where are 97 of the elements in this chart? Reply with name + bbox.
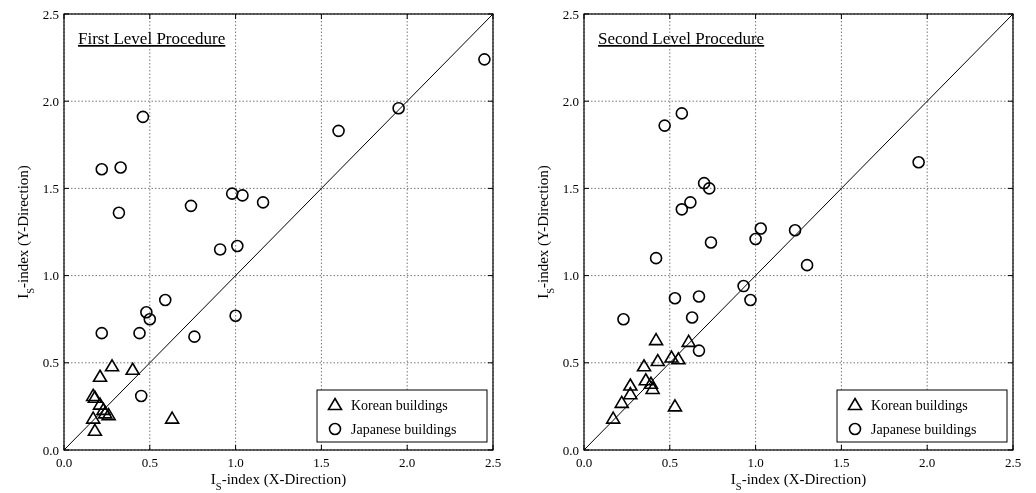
point	[134, 389, 148, 403]
point	[668, 291, 682, 305]
point	[788, 223, 802, 237]
point	[643, 376, 659, 390]
y-tick-label: 1.5	[562, 180, 579, 196]
point	[140, 305, 153, 319]
text: Second Level Procedure	[598, 29, 765, 48]
point	[648, 332, 664, 346]
point	[332, 124, 345, 138]
point	[97, 406, 113, 419]
point	[692, 290, 706, 303]
point	[225, 187, 239, 200]
x-tick-label: 1.0	[747, 455, 764, 470]
x-tick-label: 1.0	[227, 455, 244, 470]
point	[236, 189, 249, 202]
point	[256, 196, 270, 209]
y-tick-label: 1.0	[42, 268, 59, 284]
y-tick-label: 1.0	[562, 268, 579, 284]
x-tick-label: 2.5	[484, 455, 502, 470]
point	[125, 362, 140, 376]
point	[229, 309, 242, 323]
point	[685, 311, 699, 324]
point	[87, 423, 103, 437]
point	[702, 182, 716, 195]
point	[675, 107, 689, 120]
point	[681, 334, 696, 348]
point	[675, 203, 689, 216]
x-tick-label: 0.0	[575, 455, 593, 470]
legend-label: Japanese buildings	[871, 422, 977, 437]
y-tick-label: 0.0	[562, 442, 579, 458]
x-axis-title: I$_{S}$-index (X-Direction)	[210, 471, 347, 492]
point	[392, 101, 405, 115]
x-axis-title: I$_{S}$-index (X-Direction)	[730, 471, 867, 492]
point	[101, 407, 116, 421]
point	[143, 312, 157, 326]
point	[800, 258, 814, 272]
y-tick-label: 2.5	[42, 6, 59, 22]
x-tick-label: 0.5	[141, 455, 158, 470]
y-tick-label: 0.0	[42, 442, 59, 458]
point	[478, 53, 491, 66]
point	[645, 381, 660, 395]
x-tick-label: 2.5	[1004, 455, 1022, 470]
point	[692, 344, 706, 357]
point	[112, 206, 126, 220]
point	[136, 110, 150, 124]
point	[114, 161, 127, 174]
point	[623, 386, 638, 400]
point	[231, 239, 244, 253]
point	[95, 326, 109, 340]
point	[737, 279, 750, 293]
point	[704, 236, 718, 249]
x-tick-label: 2.0	[399, 455, 416, 470]
point	[188, 330, 201, 343]
x-tick-label: 2.0	[919, 455, 936, 470]
point	[85, 411, 101, 424]
x-tick-label: 0.0	[55, 455, 73, 470]
point	[658, 119, 671, 132]
point	[158, 293, 172, 307]
point	[638, 372, 654, 386]
point	[749, 232, 762, 246]
point	[133, 326, 146, 340]
point	[184, 199, 198, 213]
x-tick-label: 1.5	[833, 455, 850, 470]
point	[697, 176, 711, 190]
y-tick-label: 2.5	[562, 6, 579, 22]
y-tick-label: 0.5	[42, 355, 59, 371]
point	[650, 353, 666, 367]
y-tick-label: 0.5	[562, 355, 579, 371]
y-tick-label: 2.0	[562, 93, 579, 109]
point	[649, 251, 663, 265]
point	[671, 352, 686, 365]
point	[664, 350, 679, 363]
point	[92, 397, 108, 410]
point	[744, 293, 757, 307]
point	[92, 369, 108, 383]
point	[104, 358, 120, 372]
legend-label: Korean buildings	[351, 398, 448, 413]
y-tick-label: 2.0	[42, 93, 59, 109]
point	[636, 358, 652, 372]
legend-label: Korean buildings	[871, 398, 968, 413]
point	[213, 243, 227, 256]
x-tick-label: 0.5	[661, 455, 678, 470]
point	[96, 402, 111, 416]
text: First Level Procedure	[78, 29, 226, 48]
point	[912, 155, 925, 169]
x-tick-label: 1.5	[313, 455, 330, 470]
point	[684, 196, 697, 209]
y-tick-label: 1.5	[42, 180, 59, 196]
legend-label: Japanese buildings	[351, 422, 457, 437]
point	[617, 312, 630, 326]
point	[605, 411, 621, 424]
point	[164, 411, 180, 424]
point	[667, 399, 683, 412]
point	[623, 378, 638, 391]
point	[614, 395, 630, 409]
point	[95, 162, 109, 176]
point	[754, 222, 768, 235]
